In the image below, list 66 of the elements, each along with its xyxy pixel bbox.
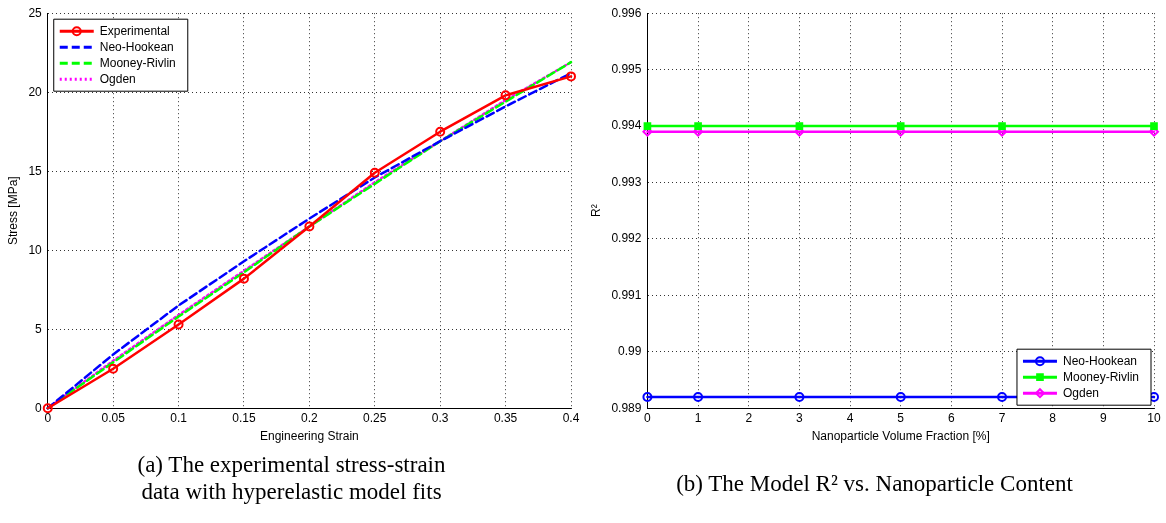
x-tick-label: 8 bbox=[1049, 410, 1057, 425]
point bbox=[794, 391, 805, 402]
point bbox=[238, 273, 249, 284]
point bbox=[1150, 122, 1158, 130]
legend-label: Mooney-Rivlin bbox=[1062, 369, 1140, 384]
x-tick-label: 0.15 bbox=[232, 410, 256, 425]
x-tick-label: 0.3 bbox=[431, 410, 449, 425]
point bbox=[896, 122, 905, 130]
legend-label: Ogden bbox=[99, 71, 136, 86]
text: (a) The experimental stress-strain data with hyperelastic model fits bbox=[136, 451, 447, 505]
y-tick-label: 15 bbox=[28, 163, 43, 178]
point bbox=[108, 363, 119, 374]
legend-label: Mooney-Rivlin bbox=[99, 55, 176, 70]
point bbox=[369, 167, 380, 178]
y-tick-label: 0.989 bbox=[611, 400, 642, 415]
y-tick-label: 20 bbox=[28, 84, 43, 99]
x-tick-label: 0 bbox=[644, 410, 652, 425]
y-axis-title: R² bbox=[588, 204, 603, 218]
legend-label: Neo-Hookean bbox=[99, 39, 174, 54]
x-tick-label: 0.05 bbox=[101, 410, 126, 425]
x-tick-label: 2 bbox=[745, 410, 753, 425]
x-tick-label: 4 bbox=[846, 410, 854, 425]
legend-label: Experimental bbox=[99, 23, 170, 38]
y-tick-label: 5 bbox=[35, 321, 43, 336]
point bbox=[795, 122, 804, 130]
x-axis-title: Engineering Strain bbox=[260, 429, 359, 444]
y-axis-title: Stress [MPa] bbox=[5, 176, 20, 246]
text: (b) The Model R² vs. Nanoparticle Content bbox=[675, 470, 1074, 497]
y-tick-label: 0.994 bbox=[611, 118, 642, 133]
point bbox=[566, 71, 576, 82]
legend-label: Ogden bbox=[1062, 385, 1100, 400]
point bbox=[998, 122, 1006, 130]
point bbox=[693, 391, 704, 402]
point bbox=[435, 126, 446, 137]
legend-label: Neo-Hookean bbox=[1062, 353, 1138, 368]
y-tick-label: 0.991 bbox=[611, 287, 642, 302]
x-tick-label: 5 bbox=[897, 410, 905, 425]
point bbox=[642, 391, 653, 402]
point bbox=[500, 90, 511, 101]
x-tick-label: 9 bbox=[1100, 410, 1107, 425]
x-tick-label: 3 bbox=[796, 410, 804, 425]
x-tick-label: 0.25 bbox=[363, 410, 387, 425]
x-axis-title: Nanoparticle Volume Fraction [%] bbox=[811, 429, 990, 444]
y-tick-label: 0.995 bbox=[611, 61, 642, 76]
x-tick-label: 7 bbox=[998, 410, 1006, 425]
point bbox=[694, 122, 702, 130]
y-tick-label: 0.99 bbox=[618, 344, 642, 359]
x-tick-label: 0.4 bbox=[562, 410, 580, 425]
x-tick-label: 0.1 bbox=[170, 410, 188, 425]
x-tick-label: 10 bbox=[1147, 410, 1161, 425]
y-tick-label: 0.993 bbox=[611, 174, 642, 189]
y-tick-label: 0 bbox=[35, 400, 43, 415]
point bbox=[42, 403, 53, 414]
x-tick-label: 0.2 bbox=[301, 410, 319, 425]
point bbox=[643, 122, 652, 130]
point bbox=[895, 391, 906, 402]
x-tick-label: 0.35 bbox=[493, 410, 518, 425]
point bbox=[304, 221, 315, 232]
y-tick-label: 0.992 bbox=[611, 231, 642, 246]
y-tick-label: 10 bbox=[28, 242, 43, 257]
x-tick-label: 6 bbox=[948, 410, 956, 425]
x-tick-label: 1 bbox=[694, 410, 702, 425]
y-tick-label: 25 bbox=[28, 5, 43, 20]
point bbox=[997, 391, 1008, 402]
y-tick-label: 0.996 bbox=[611, 5, 642, 20]
point bbox=[173, 319, 184, 330]
